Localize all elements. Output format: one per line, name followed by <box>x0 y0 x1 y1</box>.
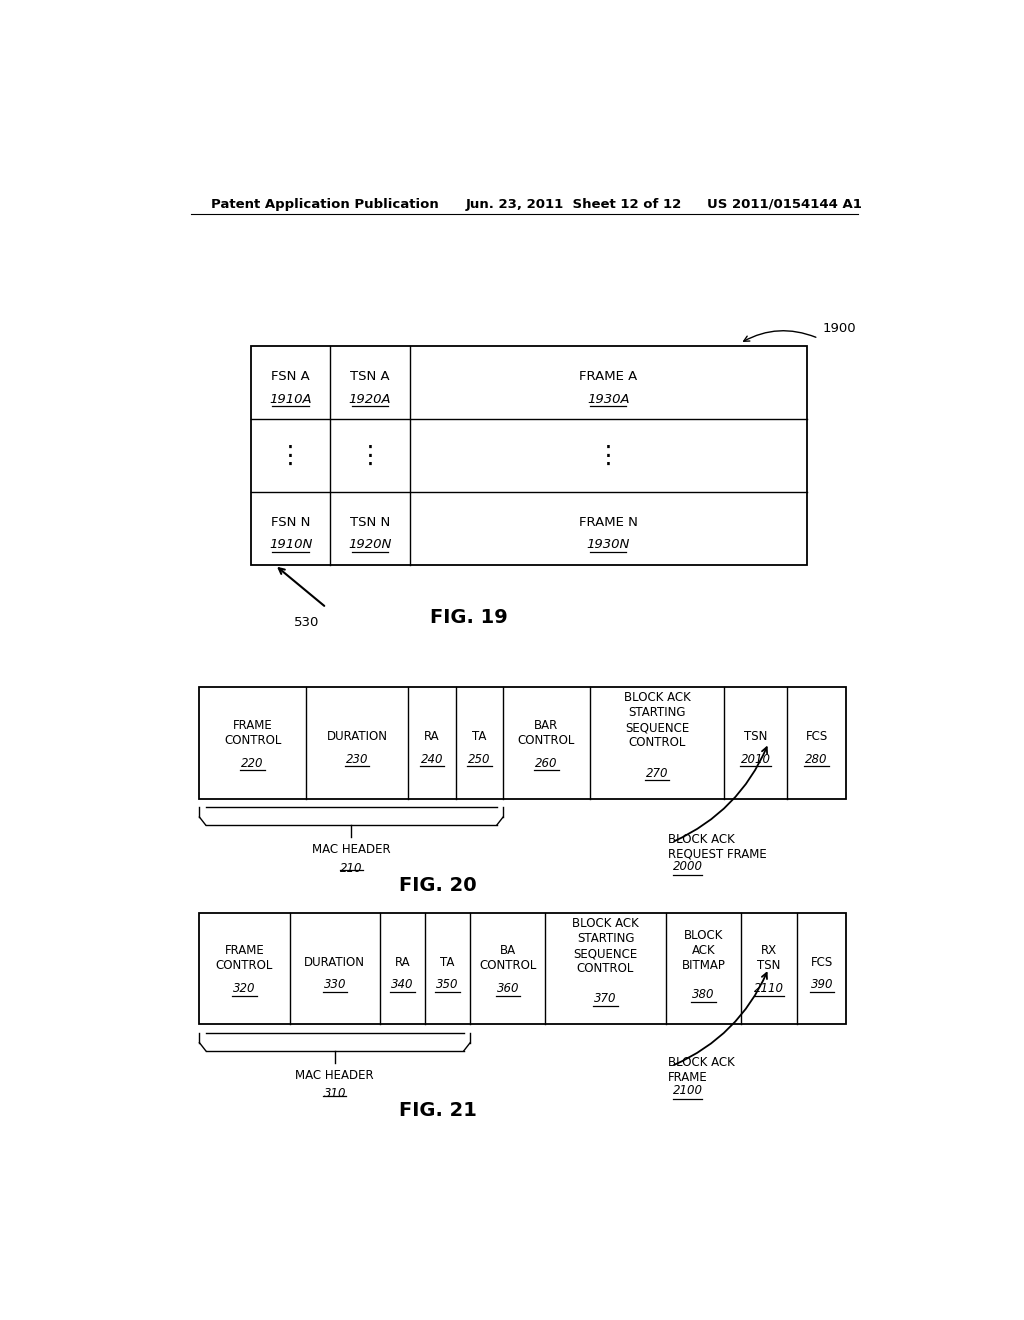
Text: TSN A: TSN A <box>350 370 390 383</box>
Text: 360: 360 <box>497 982 519 995</box>
Text: 220: 220 <box>242 756 264 770</box>
Text: TA: TA <box>472 730 486 743</box>
Text: 2010: 2010 <box>740 752 770 766</box>
Text: 280: 280 <box>806 752 827 766</box>
Text: BLOCK ACK
FRAME: BLOCK ACK FRAME <box>668 1056 734 1084</box>
Text: BLOCK ACK
STARTING
SEQUENCE
CONTROL: BLOCK ACK STARTING SEQUENCE CONTROL <box>572 917 639 975</box>
Text: 320: 320 <box>233 982 256 995</box>
Text: 310: 310 <box>324 1088 346 1101</box>
Bar <box>251 346 807 565</box>
Text: FIG. 20: FIG. 20 <box>398 875 476 895</box>
Text: 250: 250 <box>468 752 490 766</box>
Text: Patent Application Publication: Patent Application Publication <box>211 198 439 211</box>
Text: FSN A: FSN A <box>271 370 310 383</box>
Text: RA: RA <box>394 956 411 969</box>
Text: 1910A: 1910A <box>269 392 312 405</box>
Text: TSN: TSN <box>743 730 767 743</box>
Text: FIG. 21: FIG. 21 <box>398 1101 476 1121</box>
Text: US 2011/0154144 A1: US 2011/0154144 A1 <box>708 198 862 211</box>
Text: BLOCK
ACK
BITMAP: BLOCK ACK BITMAP <box>681 929 725 972</box>
Text: FCS: FCS <box>811 956 833 969</box>
Text: FSN N: FSN N <box>271 516 310 529</box>
Text: 330: 330 <box>324 978 346 991</box>
Text: ⋮: ⋮ <box>596 444 621 467</box>
Text: 2110: 2110 <box>754 982 784 995</box>
Bar <box>200 912 846 1024</box>
Text: FRAME
CONTROL: FRAME CONTROL <box>216 944 273 973</box>
Text: 210: 210 <box>340 862 362 875</box>
Text: 1920N: 1920N <box>348 539 392 552</box>
Text: 230: 230 <box>346 752 369 766</box>
Text: 1930A: 1930A <box>587 392 630 405</box>
Text: 260: 260 <box>536 756 558 770</box>
Text: 350: 350 <box>436 978 459 991</box>
Text: TSN N: TSN N <box>350 516 390 529</box>
Text: 240: 240 <box>421 752 443 766</box>
Text: TA: TA <box>440 956 455 969</box>
Text: FCS: FCS <box>806 730 827 743</box>
Text: ⋮: ⋮ <box>279 444 303 467</box>
Text: MAC HEADER: MAC HEADER <box>312 843 390 857</box>
Text: FRAME
CONTROL: FRAME CONTROL <box>224 718 282 747</box>
Text: 390: 390 <box>811 978 833 991</box>
Text: 340: 340 <box>391 978 414 991</box>
Text: 1920A: 1920A <box>349 392 391 405</box>
Text: 2100: 2100 <box>673 1084 702 1097</box>
Text: FRAME A: FRAME A <box>580 370 637 383</box>
Text: FRAME N: FRAME N <box>579 516 638 529</box>
Text: 1910N: 1910N <box>269 539 312 552</box>
Text: BLOCK ACK
REQUEST FRAME: BLOCK ACK REQUEST FRAME <box>668 833 766 861</box>
Text: ⋮: ⋮ <box>357 444 383 467</box>
Text: DURATION: DURATION <box>327 730 388 743</box>
Text: RX
TSN: RX TSN <box>758 944 781 973</box>
Text: FIG. 19: FIG. 19 <box>430 609 508 627</box>
Text: 2000: 2000 <box>673 861 702 874</box>
Text: BA
CONTROL: BA CONTROL <box>479 944 537 973</box>
Text: 380: 380 <box>692 989 715 1002</box>
Text: BAR
CONTROL: BAR CONTROL <box>518 718 575 747</box>
Text: 1930N: 1930N <box>587 539 630 552</box>
Text: 370: 370 <box>594 993 616 1006</box>
Text: 1900: 1900 <box>822 322 856 335</box>
Text: DURATION: DURATION <box>304 956 366 969</box>
Bar <box>200 686 846 799</box>
Text: 530: 530 <box>294 616 319 630</box>
Text: MAC HEADER: MAC HEADER <box>296 1069 374 1082</box>
Text: BLOCK ACK
STARTING
SEQUENCE
CONTROL: BLOCK ACK STARTING SEQUENCE CONTROL <box>624 692 690 750</box>
Text: 270: 270 <box>646 767 668 780</box>
Text: Jun. 23, 2011  Sheet 12 of 12: Jun. 23, 2011 Sheet 12 of 12 <box>465 198 682 211</box>
Text: RA: RA <box>424 730 440 743</box>
